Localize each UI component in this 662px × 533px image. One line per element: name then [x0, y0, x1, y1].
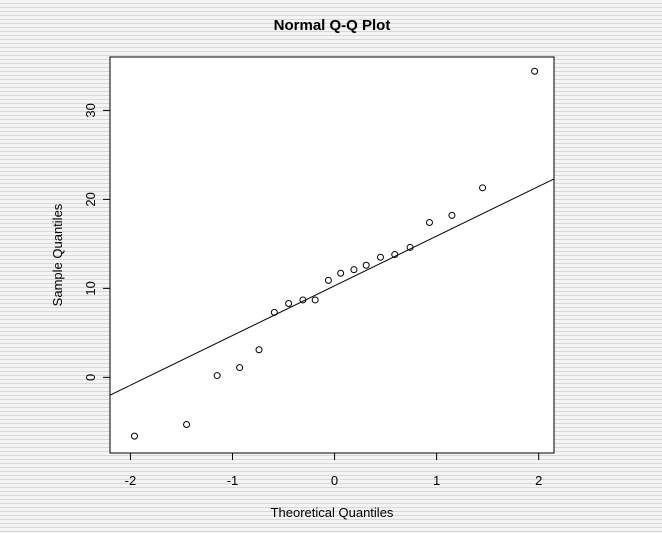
- y-axis-label: Sample Quantiles: [50, 203, 65, 306]
- data-point: [425, 219, 433, 227]
- data-point: [337, 269, 345, 277]
- data-point: [255, 346, 263, 354]
- x-tick-label: 2: [535, 473, 542, 488]
- y-tick-label: 30: [83, 103, 98, 117]
- plot-background: [110, 57, 554, 453]
- x-tick-label: 1: [433, 473, 440, 488]
- data-point: [183, 421, 191, 429]
- data-point: [213, 372, 221, 380]
- x-tick-label: 0: [331, 473, 338, 488]
- plot-area: [110, 67, 554, 440]
- data-point: [391, 251, 399, 259]
- data-point: [531, 67, 539, 75]
- x-axis: -2 -1 0 1 2: [125, 453, 542, 488]
- data-point: [376, 253, 384, 261]
- data-point: [270, 308, 278, 316]
- x-tick-label: -2: [125, 473, 137, 488]
- data-point: [285, 299, 293, 307]
- x-axis-label: Theoretical Quantiles: [271, 505, 394, 520]
- y-tick-label: 0: [83, 374, 98, 381]
- y-tick-label: 10: [83, 281, 98, 295]
- plot-border: [109, 56, 555, 454]
- reference-line: [110, 178, 554, 396]
- data-point: [448, 211, 456, 219]
- data-point: [406, 243, 414, 251]
- chart-title: Normal Q-Q Plot: [274, 17, 391, 34]
- y-tick-label: 20: [83, 192, 98, 206]
- x-tick-label: -1: [227, 473, 239, 488]
- data-point: [324, 276, 332, 284]
- data-point: [299, 296, 307, 304]
- data-point: [236, 364, 244, 372]
- data-point: [311, 296, 319, 304]
- data-point: [362, 261, 370, 269]
- y-axis: 0 10 20 30: [83, 103, 110, 381]
- data-point: [350, 266, 358, 274]
- data-point: [479, 184, 487, 192]
- data-point: [130, 432, 138, 440]
- data-points: [130, 67, 539, 440]
